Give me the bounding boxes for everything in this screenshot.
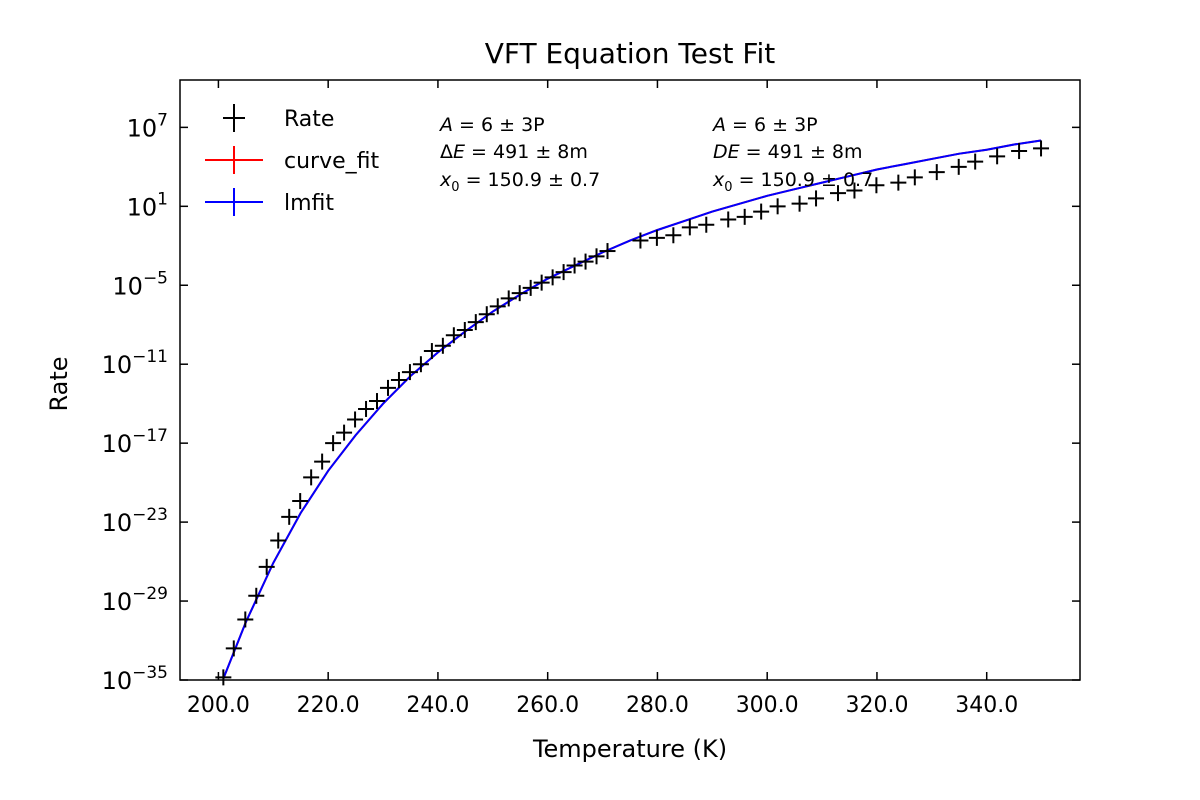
legend-item-curve-fit: curve_fit (205, 146, 379, 174)
data-point (347, 411, 364, 428)
annotation-lmfit-a: A = 6 ± 3P (711, 114, 818, 136)
data-point (292, 493, 309, 510)
data-point (258, 558, 275, 575)
y-tick-label: 10−11 (102, 347, 168, 379)
data-point (989, 148, 1006, 165)
chart-title: VFT Equation Test Fit (485, 37, 776, 70)
annotation-curve-fit-x0: x0 = 150.9 ± 0.7 (439, 169, 600, 195)
data-point (950, 158, 967, 175)
data-point (967, 153, 984, 170)
data-point (890, 174, 907, 191)
data-point (791, 195, 808, 212)
y-tick-label: 10−17 (102, 426, 168, 458)
data-point (325, 435, 342, 452)
data-point (808, 190, 825, 207)
legend-curve-fit-label: curve_fit (284, 149, 379, 174)
data-point (456, 322, 473, 338)
data-point (369, 393, 386, 410)
fit-line-curve-fit (222, 139, 1042, 680)
data-point (753, 203, 770, 220)
data-point (665, 227, 682, 244)
data-point (281, 508, 298, 525)
fit-line-lmfit (222, 139, 1042, 680)
data-points (215, 140, 1050, 686)
y-axis-label: Rate (45, 356, 73, 411)
data-point (336, 424, 353, 441)
data-point (390, 372, 407, 388)
fit-curves (222, 139, 1042, 680)
data-point (1011, 143, 1028, 160)
data-point (314, 453, 331, 470)
data-point (555, 264, 572, 281)
data-point (237, 611, 254, 628)
legend-lmfit-label: lmfit (284, 191, 334, 216)
data-point (358, 400, 375, 417)
y-tick-label: 101 (127, 189, 168, 221)
data-point (434, 337, 451, 354)
data-point (681, 219, 698, 236)
data-point (467, 314, 484, 331)
annotation-curve-fit-e: ΔE = 491 ± 8m (440, 141, 588, 163)
y-tick-label: 107 (127, 110, 168, 142)
x-tick-label: 200.0 (187, 693, 250, 718)
data-point (423, 343, 440, 360)
x-axis-label: Temperature (K) (532, 735, 727, 763)
data-point (599, 243, 616, 260)
y-tick-label: 10−29 (102, 584, 168, 616)
data-point (769, 198, 786, 215)
data-point (829, 185, 846, 202)
data-point (478, 306, 495, 323)
data-point (588, 248, 605, 265)
x-tick-label: 320.0 (845, 693, 908, 718)
legend-item-lmfit: lmfit (205, 188, 334, 216)
legend-item-rate: Rate (223, 104, 334, 132)
data-point (445, 327, 462, 344)
annotation-lmfit: A = 6 ± 3P DE = 491 ± 8m x0 = 150.9 ± 0.… (711, 114, 873, 195)
axis-ticks: 200.0 220.0 240.0 260.0 280.0 300.0 320.0 340.0… (102, 80, 1080, 718)
data-point (868, 177, 885, 194)
data-point (500, 290, 517, 307)
data-point (928, 164, 945, 181)
x-tick-label: 220.0 (297, 693, 360, 718)
x-tick-label: 280.0 (626, 693, 689, 718)
legend-rate-label: Rate (284, 107, 334, 132)
annotation-lmfit-de: DE = 491 ± 8m (713, 141, 863, 163)
data-point (401, 364, 418, 381)
data-point (632, 232, 649, 249)
y-tick-label: 10−35 (102, 663, 168, 695)
data-point (533, 274, 550, 291)
data-point (511, 285, 528, 302)
data-point (1033, 140, 1050, 157)
data-point (379, 379, 396, 396)
data-point (225, 640, 242, 657)
y-tick-label: 10−23 (102, 505, 168, 537)
data-point (906, 169, 923, 186)
data-point (522, 279, 539, 296)
x-tick-label: 260.0 (516, 693, 579, 718)
data-point (248, 587, 265, 604)
data-point (566, 257, 583, 274)
x-tick-label: 300.0 (736, 693, 799, 718)
data-point (303, 469, 320, 486)
data-point (544, 269, 561, 286)
data-point (648, 229, 665, 246)
data-point (736, 208, 753, 225)
x-tick-label: 340.0 (955, 693, 1018, 718)
data-point (412, 356, 429, 373)
data-point (846, 182, 863, 199)
legend: Rate curve_fit lmfit (205, 104, 379, 216)
data-point (720, 211, 737, 228)
plot-frame (179, 79, 1081, 681)
data-point (270, 532, 287, 549)
data-point (698, 216, 715, 233)
y-tick-label: 10−5 (112, 268, 168, 300)
annotation-lmfit-x0: x0 = 150.9 ± 0.7 (712, 169, 873, 195)
x-tick-label: 240.0 (406, 693, 469, 718)
annotation-curve-fit-a: A = 6 ± 3P (438, 114, 545, 136)
data-point (489, 298, 506, 315)
annotation-curve-fit: A = 6 ± 3P ΔE = 491 ± 8m x0 = 150.9 ± 0.… (438, 114, 600, 195)
data-point (577, 253, 594, 270)
